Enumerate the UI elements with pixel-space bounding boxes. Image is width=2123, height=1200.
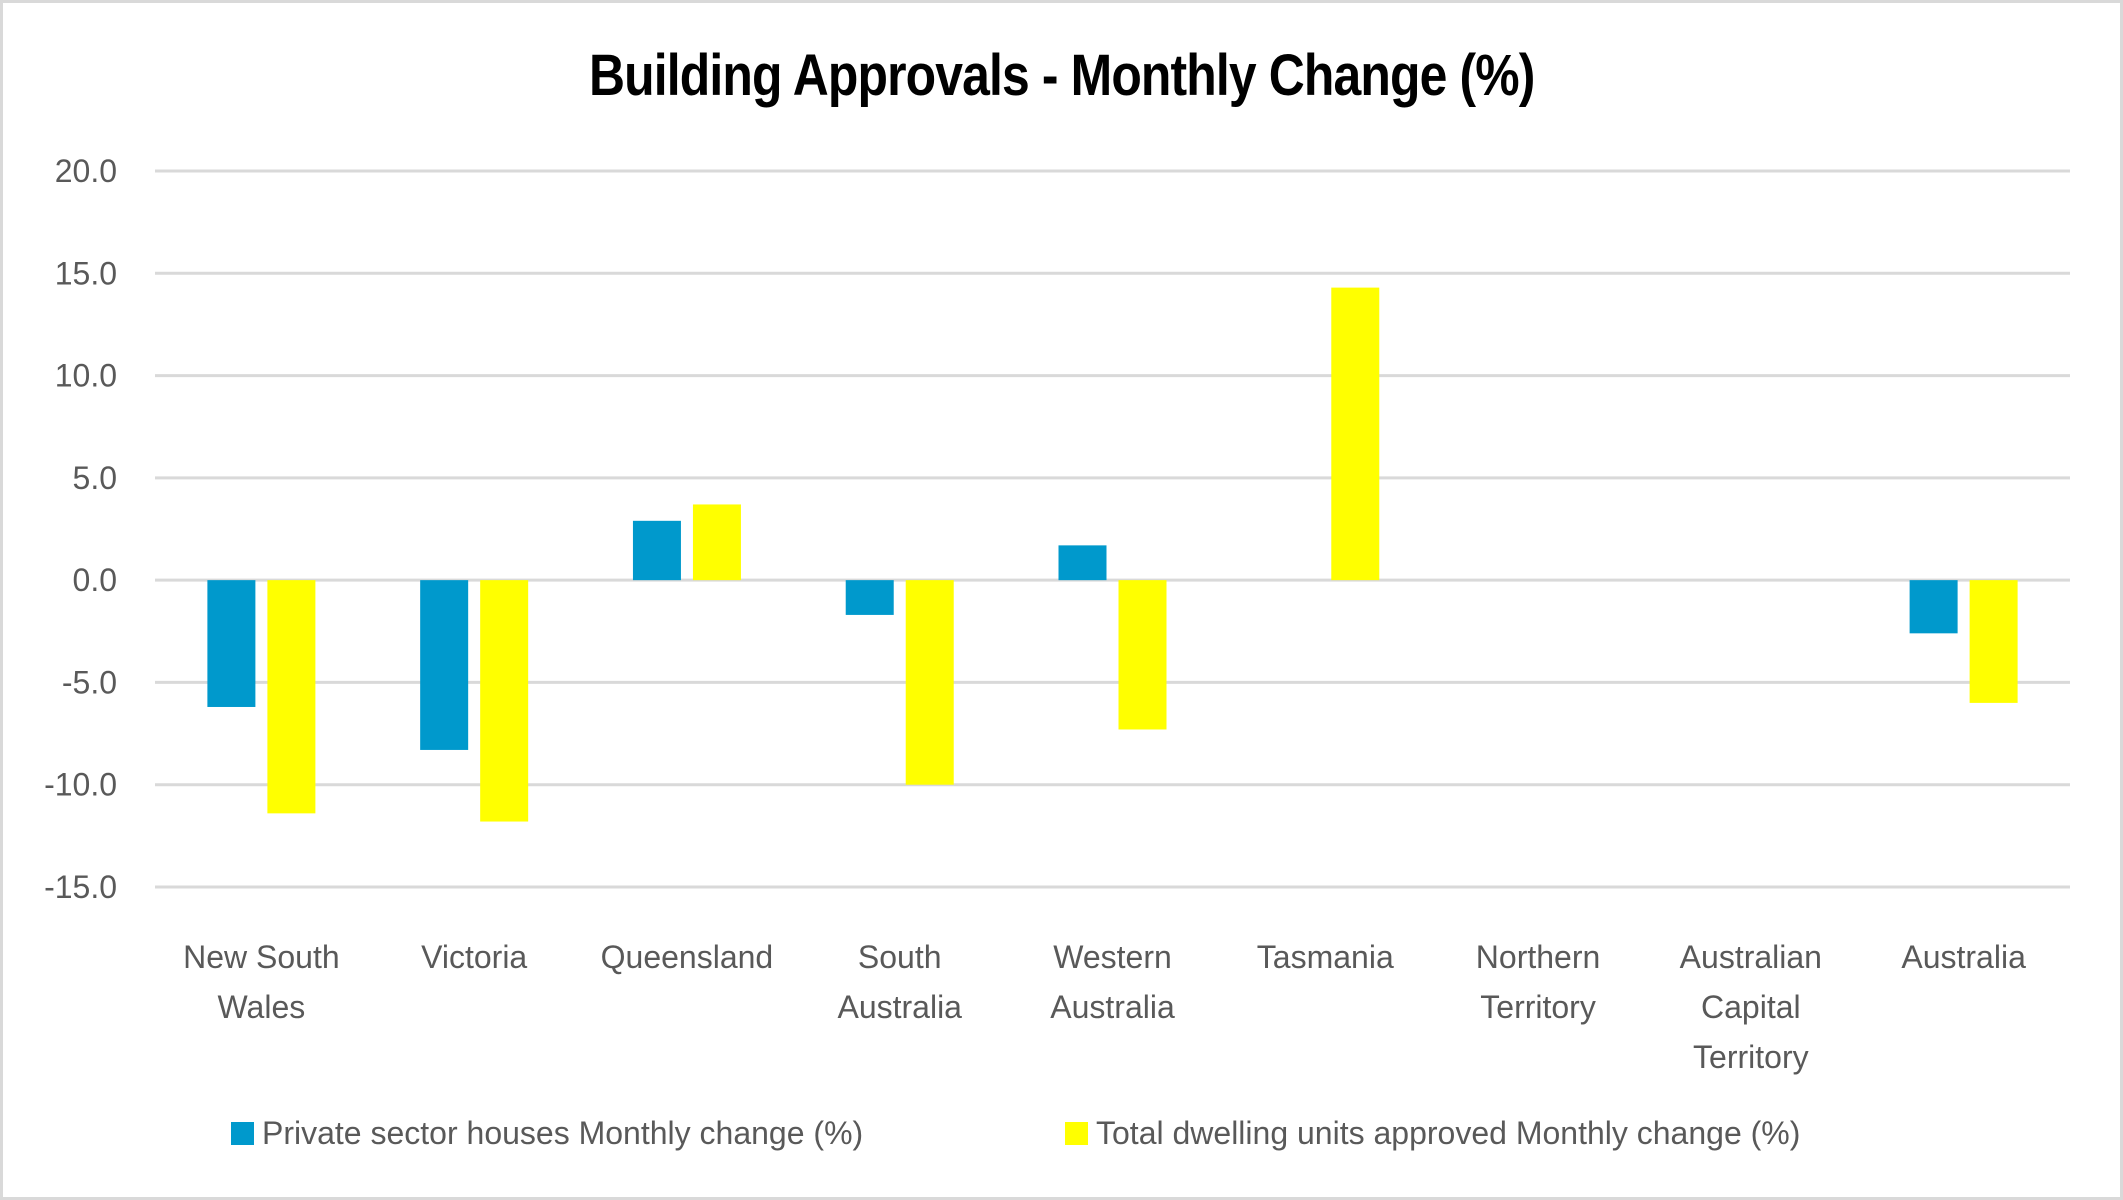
bar-total-dwelling-units [1331,287,1380,581]
y-tick-label: 20.0 [55,153,117,189]
bar-private-sector-houses [420,580,469,750]
legend-item-total-dwelling-units: Total dwelling units approved Monthly ch… [1065,1113,1800,1153]
legend-item-private-sector-houses: Private sector houses Monthly change (%) [231,1113,863,1153]
y-tick-label: 15.0 [55,255,117,291]
legend-label-private-sector-houses: Private sector houses Monthly change (%) [262,1114,864,1151]
bar-private-sector-houses [1058,545,1107,581]
y-tick-label: -10.0 [44,767,117,803]
bar-private-sector-houses [207,580,256,707]
x-tick-label: Australian Capital Territory [1680,939,1822,1075]
y-axis-tick-labels: 20.0 15.0 10.0 5.0 0.0 -5.0 -10.0 -15.0 [44,153,117,905]
bar-total-dwelling-units [1118,580,1167,730]
bar-total-dwelling-units [480,580,529,822]
x-tick-label: Australia [1901,939,2026,975]
legend-label-total-dwelling-units: Total dwelling units approved Monthly ch… [1096,1114,1801,1151]
bar-total-dwelling-units [692,504,741,581]
legend-swatch-total-dwelling-units [1065,1121,1088,1145]
x-tick-label: Western Australia [1050,939,1175,1025]
chart-title: Building Approvals - Monthly Change (%) [0,42,2123,109]
bar-total-dwelling-units [267,580,316,814]
x-tick-label: Victoria [421,939,527,975]
y-tick-label: 0.0 [73,562,117,598]
x-tick-label: South Australia [837,939,962,1025]
bars [207,287,2018,822]
y-tick-label: 10.0 [55,358,117,394]
bar-private-sector-houses [845,580,894,615]
bar-total-dwelling-units [1969,580,2018,703]
x-tick-label: Queensland [601,939,774,975]
bar-private-sector-houses [632,520,681,581]
bar-private-sector-houses [1909,580,1958,634]
y-tick-label: -15.0 [44,869,117,905]
gridlines [155,169,2070,889]
y-tick-label: -5.0 [62,664,117,700]
chart-title-text: Building Approvals - Monthly Change (%) [588,43,1535,108]
legend-swatch-private-sector-houses [231,1121,254,1145]
x-tick-label: New South Wales [183,939,340,1025]
x-axis-tick-labels: New South Wales Victoria Queensland South Aus… [183,939,2026,1075]
y-tick-label: 5.0 [73,460,117,496]
x-tick-label: Northern Territory [1476,939,1601,1025]
bar-total-dwelling-units [905,580,954,785]
x-tick-label: Tasmania [1257,939,1394,975]
